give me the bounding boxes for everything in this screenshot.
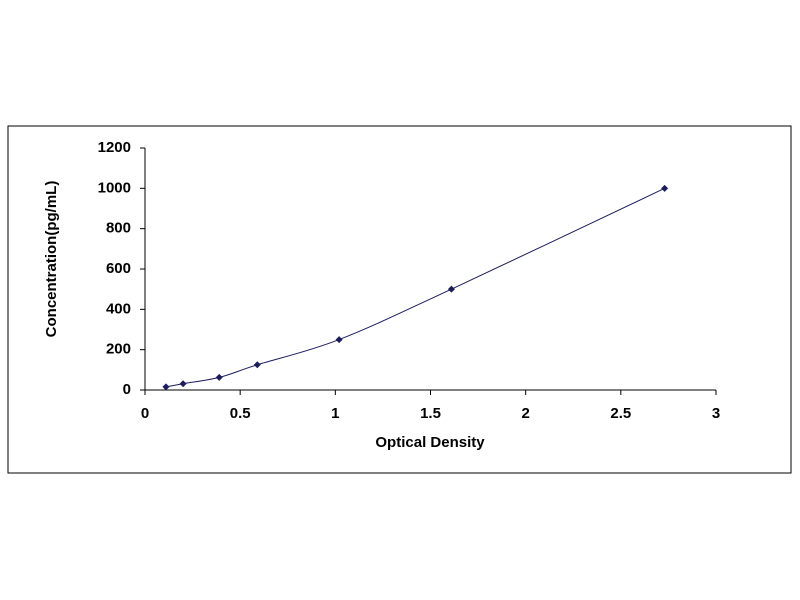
marker <box>661 184 669 192</box>
x-tick-label: 2 <box>521 405 529 422</box>
marker <box>179 380 187 388</box>
chart-frame <box>7 125 792 474</box>
marker <box>335 336 343 344</box>
marker <box>447 285 455 293</box>
y-tick-label: 200 <box>106 341 131 358</box>
marker <box>215 373 223 381</box>
x-tick-label: 0.5 <box>230 405 251 422</box>
x-tick-label: 2.5 <box>610 405 631 422</box>
y-tick-label: 0 <box>123 381 131 398</box>
x-axis-label: Optical Density <box>375 434 485 451</box>
y-tick-label: 600 <box>106 260 131 277</box>
y-tick-label: 1000 <box>98 179 131 196</box>
y-tick-label: 800 <box>106 220 131 237</box>
x-tick-label: 3 <box>712 405 720 422</box>
x-tick-label: 0 <box>141 405 149 422</box>
curve <box>165 187 665 388</box>
y-tick-label: 400 <box>106 300 131 317</box>
y-tick-label: 1200 <box>98 139 131 156</box>
marker <box>162 383 170 391</box>
x-tick-label: 1 <box>331 405 339 422</box>
marker <box>253 361 261 369</box>
x-tick-label: 1.5 <box>420 405 441 422</box>
y-axis-label: Concentration(pg/mL) <box>43 181 60 338</box>
